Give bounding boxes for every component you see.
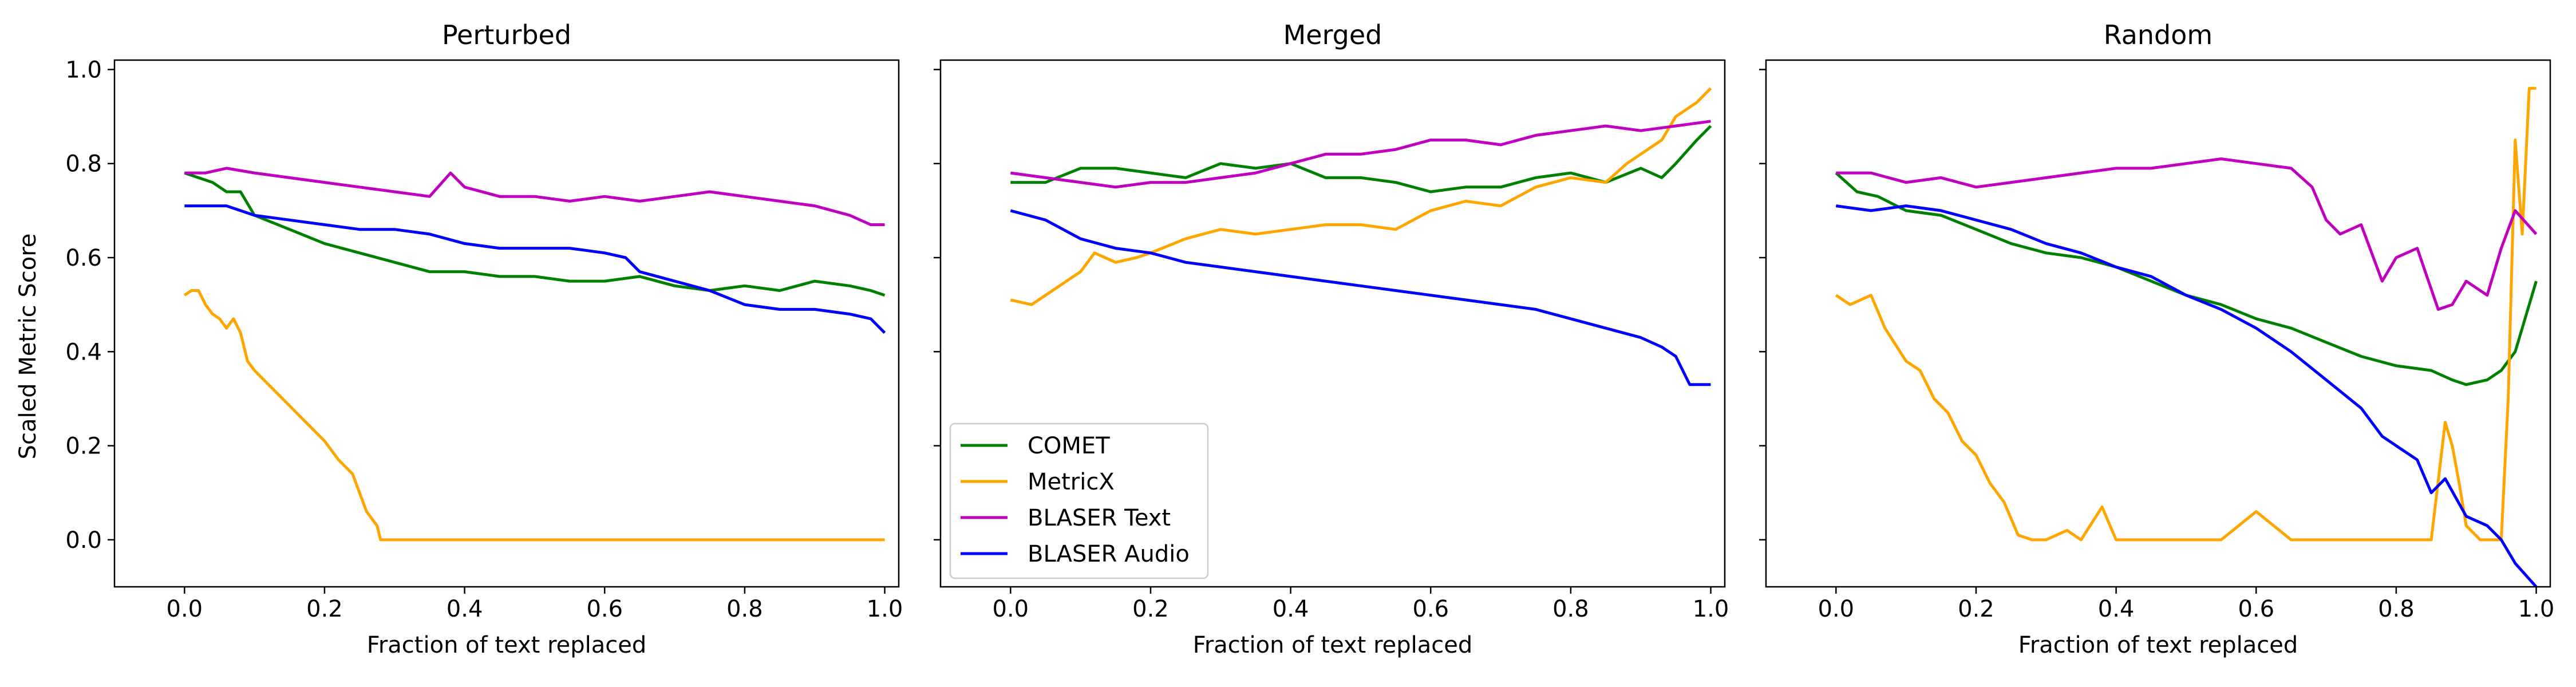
series-line-blaser-text (1836, 157, 2538, 311)
shared-y-axis-label: Scaled Metric Score (15, 234, 41, 460)
x-tick-label: 0.6 (586, 596, 623, 622)
y-tick-label: 0.8 (65, 151, 102, 177)
x-tick-label: 0.0 (167, 596, 203, 622)
y-tick-label: 0.0 (65, 527, 102, 554)
series-line-comet (1835, 172, 2538, 386)
legend-box (949, 423, 1209, 579)
x-tick-label: 0.2 (306, 596, 343, 622)
series-line-comet (1010, 125, 1712, 194)
panel-perturbed: Perturbed 0.0 0.2 0.4 0.6 0.8 1.0 0.0 0.2 0.4 0.6 0… (65, 19, 903, 658)
x-tick-label: 1.0 (1693, 596, 1729, 622)
series-line-comet (184, 171, 886, 297)
x-tick-label: 0.2 (1132, 596, 1169, 622)
series-line-blaser-audio (1835, 204, 2538, 587)
series-line-metricx (183, 289, 885, 542)
series-line-metricx (1010, 87, 1712, 306)
legend-label: BLASER Audio (1028, 541, 1190, 567)
series-lines (1835, 86, 2538, 587)
x-tick-label: 0.6 (1412, 596, 1449, 622)
chart-panels: Perturbed 0.0 0.2 0.4 0.6 0.8 1.0 0.0 0.2 0.4 0.6 0… (65, 19, 2554, 658)
x-tick-label: 0.0 (1818, 596, 1855, 622)
x-axis-label: Fraction of text replaced (367, 632, 647, 658)
x-tick-label: 0.8 (1552, 596, 1589, 622)
legend-label: MetricX (1028, 469, 1115, 495)
series-lines (183, 167, 886, 542)
y-tick-label: 0.2 (65, 433, 102, 460)
panel-random: Random 0.0 0.2 0.4 0.6 0.8 1.0 Fraction of text… (1759, 19, 2554, 658)
legend-item-comet: COMET (961, 433, 1110, 459)
y-tick-label: 0.4 (65, 339, 102, 365)
panel-title: Perturbed (442, 19, 571, 50)
series-line-blaser-text (1010, 120, 1711, 189)
x-tick-label: 0.4 (2098, 596, 2135, 622)
series-line-metricx (1835, 86, 2537, 542)
series-line-blaser-audio (1010, 209, 1711, 386)
series-lines (1010, 87, 1712, 386)
panel-title: Merged (1283, 19, 1382, 50)
legend-item-metricx: MetricX (961, 469, 1115, 495)
x-tick-label: 0.0 (993, 596, 1029, 622)
panel-title: Random (2104, 19, 2212, 50)
x-tick-label: 0.8 (2378, 596, 2415, 622)
x-tick-label: 1.0 (867, 596, 903, 622)
plot-frame (1765, 59, 2551, 588)
y-tick-label: 1.0 (65, 57, 102, 83)
x-axis-label: Fraction of text replaced (1193, 632, 1473, 658)
legend-item-blaser-text: BLASER Text (961, 505, 1171, 531)
x-tick-label: 0.4 (447, 596, 483, 622)
series-line-blaser-audio (184, 204, 886, 334)
plot-frame (939, 59, 1726, 588)
x-tick-label: 0.4 (1273, 596, 1309, 622)
y-tick-label: 0.6 (65, 245, 102, 271)
legend-label: COMET (1028, 433, 1110, 459)
x-axis-label: Fraction of text replaced (2018, 632, 2298, 658)
x-tick-label: 0.6 (2238, 596, 2274, 622)
x-tick-label: 0.8 (726, 596, 763, 622)
plot-frame (113, 59, 900, 588)
x-tick-label: 1.0 (2518, 596, 2555, 622)
panel-merged: Merged 0.0 0.2 0.4 0.6 0.8 1.0 Fraction of text… (934, 19, 1729, 658)
legend-item-blaser-audio: BLASER Audio (961, 541, 1190, 567)
series-line-blaser-text (184, 167, 885, 226)
legend: COMET MetricX BLASER Text BLASER Audio (949, 423, 1209, 579)
x-tick-label: 0.2 (1958, 596, 1994, 622)
legend-label: BLASER Text (1028, 505, 1171, 531)
